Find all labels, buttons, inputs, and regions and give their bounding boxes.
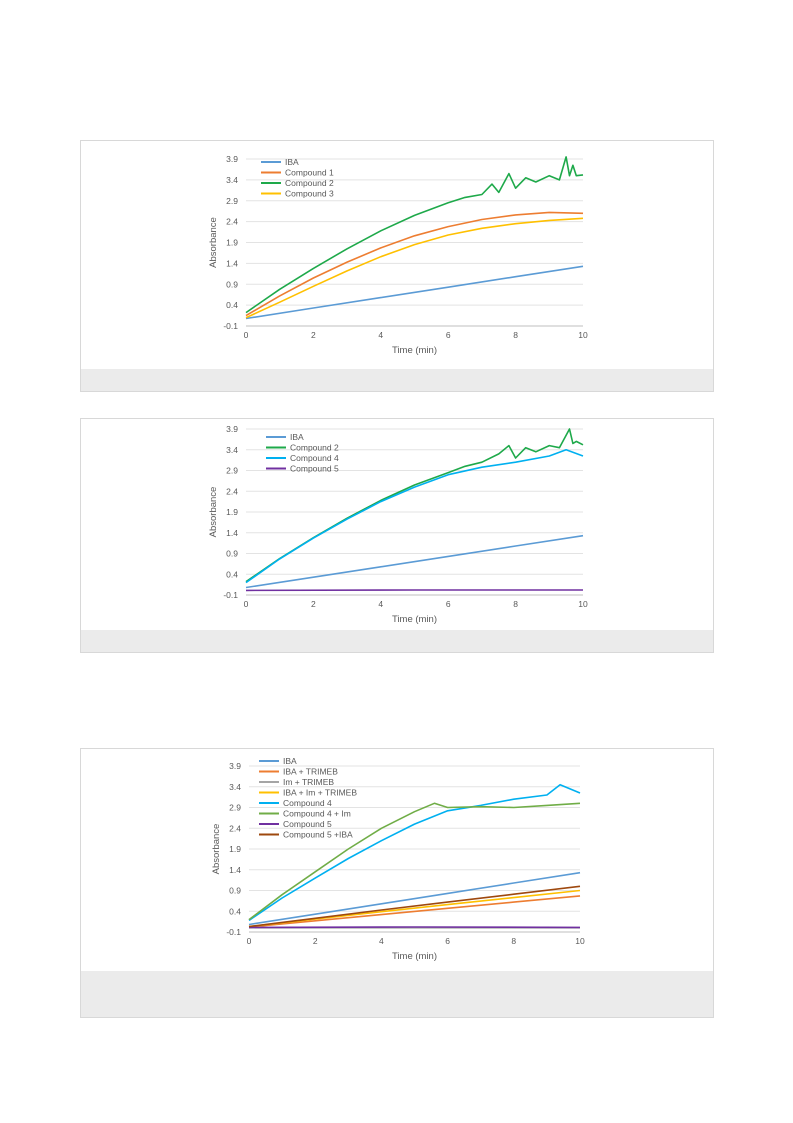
legend-label: Compound 5 [290,464,339,474]
y-tick-label: 2.9 [226,466,238,476]
y-tick-label: 3.9 [226,424,238,434]
y-tick-label: 3.9 [229,761,241,771]
legend-label: Compound 2 [285,178,334,188]
series-line-4 [248,783,581,922]
chart-1-footer [81,369,713,391]
x-tick-label: 8 [513,330,518,340]
y-tick-label: 1.4 [226,258,238,268]
x-tick-label: 4 [378,599,383,609]
legend-label: IBA [285,157,299,167]
y-tick-label: 1.4 [229,865,241,875]
y-tick-label: -0.1 [223,321,238,331]
series-line-1 [248,895,581,928]
chart-panel-3: -0.1 0.4 0.9 1.4 1.9 2.4 2.9 3.4 3.9 0 2 4 6 8 10 Time … [80,748,714,1018]
y-tick-label: 0.4 [226,300,238,310]
x-tick-label: 6 [446,330,451,340]
x-axis-title: Time (min) [392,345,437,356]
x-tick-label: 0 [244,599,249,609]
y-tick-label: 0.9 [226,279,238,289]
y-tick-label: 2.4 [226,486,238,496]
series-line-0 [248,871,581,926]
y-axis-title: Absorbance [208,217,219,268]
x-tick-label: 10 [575,936,585,946]
legend-label: Compound 2 [290,443,339,453]
x-tick-label: 0 [244,330,249,340]
y-tick-label: 3.9 [226,154,238,164]
series-line-3 [245,217,584,319]
legend-label: Compound 4 [290,453,339,463]
legend-label: Compound 1 [285,168,334,178]
chart-2-footer [81,630,713,652]
legend-label: Im + TRIMEB [283,777,334,787]
y-tick-label: 0.4 [226,569,238,579]
legend-label: Compound 3 [285,189,334,199]
x-tick-label: 2 [311,330,316,340]
chart-panel-2: -0.1 0.4 0.9 1.4 1.9 2.4 2.9 3.4 3.9 0 2 4 6 8 10 Time … [80,418,714,653]
series-line-7 [248,885,581,928]
series-line-5 [248,802,581,921]
x-tick-label: 8 [513,599,518,609]
y-tick-label: 0.4 [229,906,241,916]
y-tick-label: 1.9 [229,844,241,854]
x-tick-label: 4 [379,936,384,946]
x-tick-label: 2 [311,599,316,609]
legend-label: Compound 5 +IBA [283,830,353,840]
legend-label: IBA [283,756,297,766]
y-tick-label: 2.9 [226,196,238,206]
x-tick-label: 8 [511,936,516,946]
series-line-2 [245,156,584,314]
legend-label: IBA + Im + TRIMEB [283,788,357,798]
series-line-1 [245,211,584,317]
y-tick-label: 2.9 [229,803,241,813]
y-axis-title: Absorbance [211,824,222,875]
chart-panel-1: -0.1 0.4 0.9 1.4 1.9 2.4 2.9 3.4 3.9 0 2 4 6 8 10 Time … [80,140,714,392]
series-line-0 [245,265,584,320]
y-tick-label: 0.9 [226,549,238,559]
y-tick-label: 1.4 [226,528,238,538]
x-tick-label: 4 [378,330,383,340]
x-tick-label: 6 [445,936,450,946]
chart-1: -0.1 0.4 0.9 1.4 1.9 2.4 2.9 3.4 3.9 0 2 4 6 8 10 Time … [208,154,588,356]
x-axis-title: Time (min) [392,951,437,962]
legend-label: IBA + TRIMEB [283,767,338,777]
legend-label: IBA [290,432,304,442]
y-tick-label: 2.4 [229,823,241,833]
y-tick-label: 2.4 [226,217,238,227]
x-tick-label: 10 [578,330,588,340]
legend-label: Compound 4 [283,798,332,808]
y-tick-label: 3.4 [226,445,238,455]
chart-3: -0.1 0.4 0.9 1.4 1.9 2.4 2.9 3.4 3.9 0 2 4 6 8 10 Time … [211,756,585,962]
x-tick-label: 2 [313,936,318,946]
y-tick-label: 1.9 [226,507,238,517]
chart-3-footer [81,971,713,1017]
legend-label: Compound 5 [283,819,332,829]
y-axis-title: Absorbance [208,487,219,538]
series-line-1 [245,428,584,583]
series-line-3 [248,889,581,928]
y-tick-label: -0.1 [226,927,241,937]
y-tick-label: -0.1 [223,590,238,600]
x-tick-label: 6 [446,599,451,609]
series-line-2 [245,448,584,584]
x-tick-label: 0 [247,936,252,946]
y-tick-label: 0.9 [229,886,241,896]
y-tick-label: 3.4 [229,782,241,792]
y-tick-label: 3.4 [226,175,238,185]
y-tick-label: 1.9 [226,238,238,248]
x-tick-label: 10 [578,599,588,609]
x-axis-title: Time (min) [392,614,437,625]
chart-2: -0.1 0.4 0.9 1.4 1.9 2.4 2.9 3.4 3.9 0 2 4 6 8 10 Time … [208,424,588,625]
legend-label: Compound 4 + Im [283,809,351,819]
series-line-0 [245,534,584,589]
